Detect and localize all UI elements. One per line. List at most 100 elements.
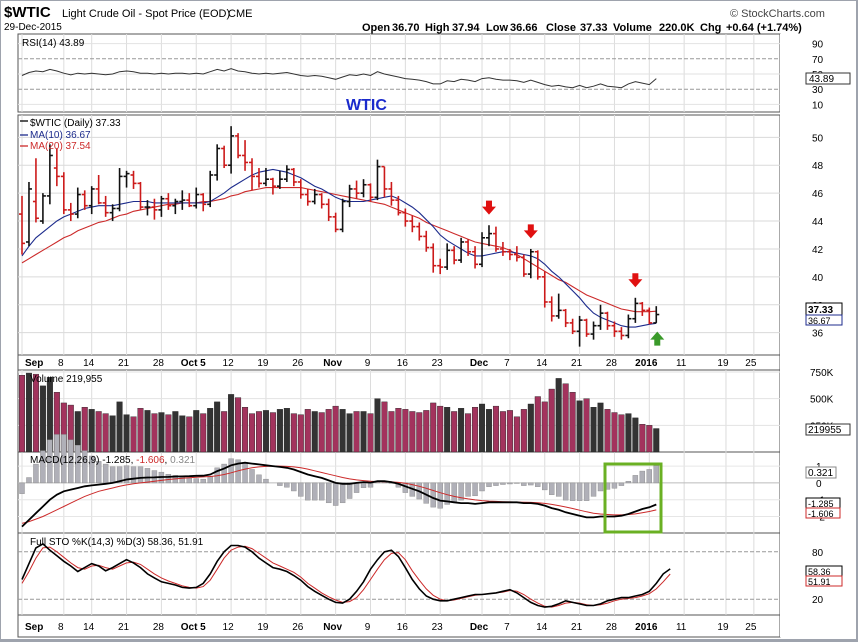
ohlc-bar	[458, 237, 465, 263]
volume-bar	[255, 411, 262, 453]
macd-histogram-bar	[26, 477, 32, 484]
open-value: 36.70	[392, 22, 420, 34]
ohlc-bar	[74, 187, 81, 219]
volume-bar	[625, 413, 632, 453]
x-tick-label-top: 19	[717, 358, 729, 369]
ohlc-bar	[290, 168, 297, 187]
macd-histogram-bar	[123, 465, 130, 484]
volume-bar	[158, 412, 165, 453]
volume-bar	[304, 409, 311, 453]
macd-histogram-bar	[319, 482, 325, 501]
macd-histogram-bar	[312, 482, 318, 501]
ohlc-bar	[485, 225, 492, 247]
price-tick-label: 40	[812, 273, 824, 284]
macd-histogram-bar	[116, 466, 123, 484]
ohlc-bar	[597, 304, 604, 330]
macd-histogram-bar	[298, 482, 304, 497]
ohlc-bar	[39, 193, 46, 224]
volume-bar	[249, 413, 256, 453]
x-tick-label-top: 2016	[635, 358, 658, 369]
x-tick-label-bottom: Dec	[470, 622, 489, 633]
chart-date: 29-Dec-2015	[4, 22, 62, 33]
ohlc-bar	[249, 158, 256, 191]
volume-bar	[541, 401, 548, 453]
right-axis-area	[780, 34, 856, 637]
macd-histogram-bar	[542, 482, 548, 491]
ohlc-bar	[395, 195, 402, 216]
x-tick-label-top: 28	[153, 358, 165, 369]
macd-histogram-bar	[590, 482, 597, 497]
volume-bar	[144, 410, 151, 453]
volume-bar	[109, 415, 116, 453]
ohlc-bar	[109, 204, 116, 222]
macd-histogram-bar	[249, 469, 255, 484]
macd-histogram-bar	[437, 482, 443, 509]
macd-histogram-bar	[242, 462, 248, 484]
x-tick-label-top: 16	[397, 358, 409, 369]
macd-histogram-bar	[47, 439, 53, 484]
macd-histogram-bar	[555, 482, 562, 497]
macd-histogram-bar	[137, 466, 144, 484]
ohlc-bar	[242, 140, 249, 171]
volume-bar	[458, 408, 465, 453]
x-tick-label-bottom: 28	[606, 622, 618, 633]
macd-signal-tag: -1.606	[808, 509, 834, 519]
ohlc-bar	[193, 187, 200, 209]
volume-value-tag: 219955	[808, 425, 842, 436]
volume-bar	[200, 413, 207, 453]
wtic-annotation: WTIC	[346, 97, 387, 114]
ma20-line	[21, 187, 657, 313]
ohlc-bar	[332, 212, 339, 233]
ohlc-summary: Open 36.70 High 37.94 Low 36.66 Close 37…	[362, 22, 802, 34]
rsi-value-tag: 43.89	[809, 74, 834, 85]
macd-label-hist: 0.321	[170, 455, 195, 466]
volume-bar	[409, 411, 416, 453]
volume-bar	[520, 409, 527, 453]
macd-histogram-bar	[618, 482, 625, 486]
volume-bar	[102, 413, 109, 453]
ohlc-bar	[562, 308, 569, 328]
ohlc-bar	[325, 198, 332, 222]
volume-bar	[95, 411, 102, 453]
ohlc-bar	[353, 180, 360, 199]
macd-histogram-bar	[521, 482, 527, 486]
ohlc-bar	[583, 318, 590, 337]
macd-histogram-bar	[486, 482, 492, 487]
x-tick-label-bottom: Nov	[323, 622, 342, 633]
macd-hist-tag-box	[805, 466, 837, 479]
volume-bar	[402, 409, 409, 453]
macd-histogram-bar	[583, 482, 590, 501]
ohlc-bar	[130, 170, 137, 189]
macd-histogram-bar	[632, 475, 639, 484]
ohlc-bar	[639, 301, 646, 316]
macd-histogram-bar	[353, 482, 360, 493]
ohlc-bar	[548, 296, 555, 322]
volume-bar	[465, 413, 472, 453]
volume-bar	[151, 413, 158, 453]
ohlc-bar	[214, 144, 221, 181]
macd-histogram-bar	[207, 476, 213, 484]
volume-bar	[513, 416, 520, 453]
volume-value: 220.0K	[659, 22, 695, 34]
ohlc-bar	[32, 158, 39, 223]
ohlc-bar	[123, 170, 130, 188]
ohlc-bar	[19, 195, 25, 255]
chg-label: Chg	[700, 22, 721, 34]
ohlc-bar	[534, 250, 541, 280]
ohlc-bar	[67, 202, 74, 222]
x-tick-label-bottom: 19	[257, 622, 269, 633]
macd-histogram-bar	[75, 445, 81, 484]
ohlc-bar	[472, 246, 479, 269]
sto-d-tag: 51.91	[808, 577, 831, 587]
macd-label-signal: -1.606	[136, 455, 165, 466]
ohlc-bar	[102, 195, 109, 217]
volume-bar	[137, 408, 144, 453]
ohlc-bar	[367, 183, 374, 202]
volume-bar	[576, 400, 583, 453]
macd-histogram-bar	[430, 482, 436, 508]
volume-bar	[235, 397, 242, 453]
ohlc-bar	[318, 193, 325, 209]
value-tags: 43.89 37.33 36.67 219955 0.321 -1.285 -1…	[805, 72, 851, 587]
stockcharts-watermark: © StockCharts.com	[730, 8, 825, 20]
volume-bar	[242, 407, 249, 453]
